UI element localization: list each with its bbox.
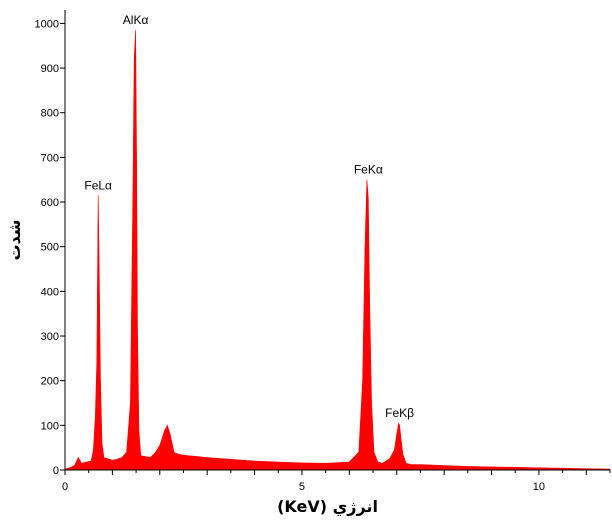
y-tick-label: 800 — [41, 108, 59, 120]
y-tick-label: 600 — [41, 197, 59, 209]
peak-label: AlKα — [123, 13, 149, 27]
y-tick-label: 100 — [41, 420, 59, 432]
y-tick-label: 0 — [53, 465, 59, 477]
y-tick-label: 1000 — [35, 18, 59, 30]
y-axis-title: شدت — [5, 219, 24, 260]
x-tick-label: 10 — [533, 481, 545, 493]
y-tick-label: 300 — [41, 331, 59, 343]
peak-label: FeKβ — [385, 406, 414, 420]
peak-label: FeKα — [354, 163, 383, 177]
x-axis-title: (KeV) انرژي — [277, 497, 378, 517]
plot-area — [64, 30, 611, 471]
y-tick-label: 200 — [41, 376, 59, 388]
y-tick-label: 400 — [41, 286, 59, 298]
y-tick-label: 500 — [41, 242, 59, 254]
spectrum-area — [64, 30, 611, 471]
peak-label: FeLα — [84, 178, 112, 192]
x-tick-label: 5 — [299, 481, 305, 493]
x-tick-label: 0 — [62, 481, 68, 493]
y-tick-label: 700 — [41, 152, 59, 164]
peak-labels: FeLα AlKα FeKα FeKβ — [84, 13, 414, 420]
y-axis-ticks: 0 100 200 300 400 500 600 700 800 900 1000 — [35, 18, 65, 477]
x-axis-ticks: 0 5 10 — [62, 470, 611, 493]
y-tick-label: 900 — [41, 63, 59, 75]
